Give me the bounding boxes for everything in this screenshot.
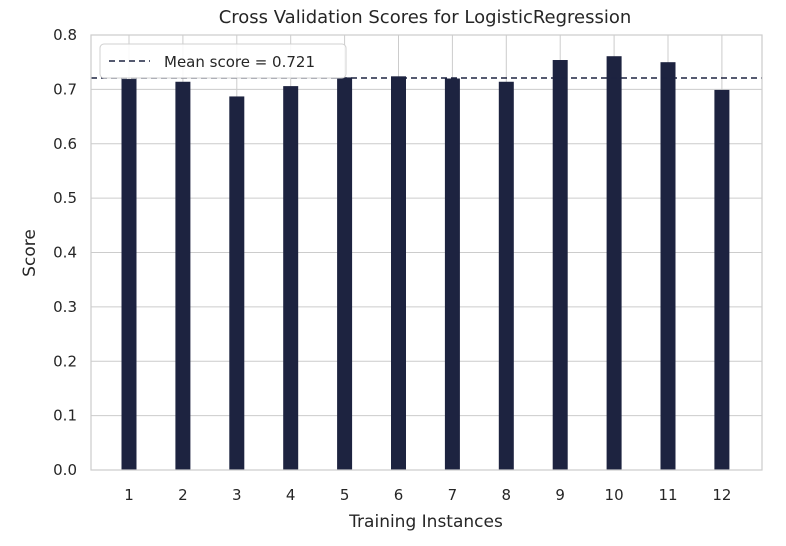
x-tick-labels: 1 2 3 4 5 6 7 8 9 10 11 12 bbox=[124, 486, 731, 504]
x-tick-label: 9 bbox=[555, 486, 565, 504]
chart-title: Cross Validation Scores for LogisticRegr… bbox=[219, 7, 632, 28]
x-tick-label: 8 bbox=[502, 486, 512, 504]
x-tick-label: 3 bbox=[232, 486, 242, 504]
bar bbox=[391, 76, 406, 470]
bar bbox=[552, 60, 568, 470]
x-tick-label: 1 bbox=[124, 486, 134, 504]
bar bbox=[337, 77, 353, 470]
y-tick-label: 0.1 bbox=[53, 407, 77, 425]
bar bbox=[714, 89, 730, 470]
y-tick-label: 0.2 bbox=[53, 352, 77, 370]
bar bbox=[444, 78, 460, 470]
y-tick-label: 0.8 bbox=[53, 26, 77, 44]
y-tick-label: 0.7 bbox=[53, 80, 77, 98]
y-tick-label: 0.0 bbox=[53, 461, 77, 479]
x-tick-label: 5 bbox=[340, 486, 350, 504]
y-axis-label: Score bbox=[20, 229, 40, 277]
x-tick-label: 11 bbox=[658, 486, 677, 504]
legend-label: Mean score = 0.721 bbox=[164, 53, 315, 71]
y-tick-labels: 0.0 0.1 0.2 0.3 0.4 0.5 0.6 0.7 0.8 bbox=[53, 26, 77, 479]
x-tick-label: 4 bbox=[286, 486, 296, 504]
x-tick-label: 12 bbox=[712, 486, 731, 504]
x-tick-label: 10 bbox=[605, 486, 624, 504]
bar bbox=[283, 86, 299, 471]
x-tick-label: 2 bbox=[178, 486, 188, 504]
bar bbox=[606, 56, 622, 471]
legend: Mean score = 0.721 bbox=[99, 43, 347, 79]
y-tick-label: 0.3 bbox=[53, 298, 77, 316]
y-tick-label: 0.6 bbox=[53, 135, 77, 153]
bar bbox=[660, 62, 676, 470]
bar bbox=[498, 81, 514, 470]
plot-frame bbox=[90, 34, 763, 471]
bar bbox=[121, 79, 137, 470]
x-tick-label: 7 bbox=[448, 486, 458, 504]
legend-box bbox=[99, 43, 347, 79]
y-tick-label: 0.5 bbox=[53, 189, 77, 207]
bars bbox=[121, 56, 730, 471]
bar bbox=[229, 96, 245, 470]
x-axis-label: Training Instances bbox=[348, 512, 503, 532]
y-tick-label: 0.4 bbox=[53, 244, 77, 262]
bar bbox=[175, 81, 191, 470]
x-tick-label: 6 bbox=[394, 486, 404, 504]
